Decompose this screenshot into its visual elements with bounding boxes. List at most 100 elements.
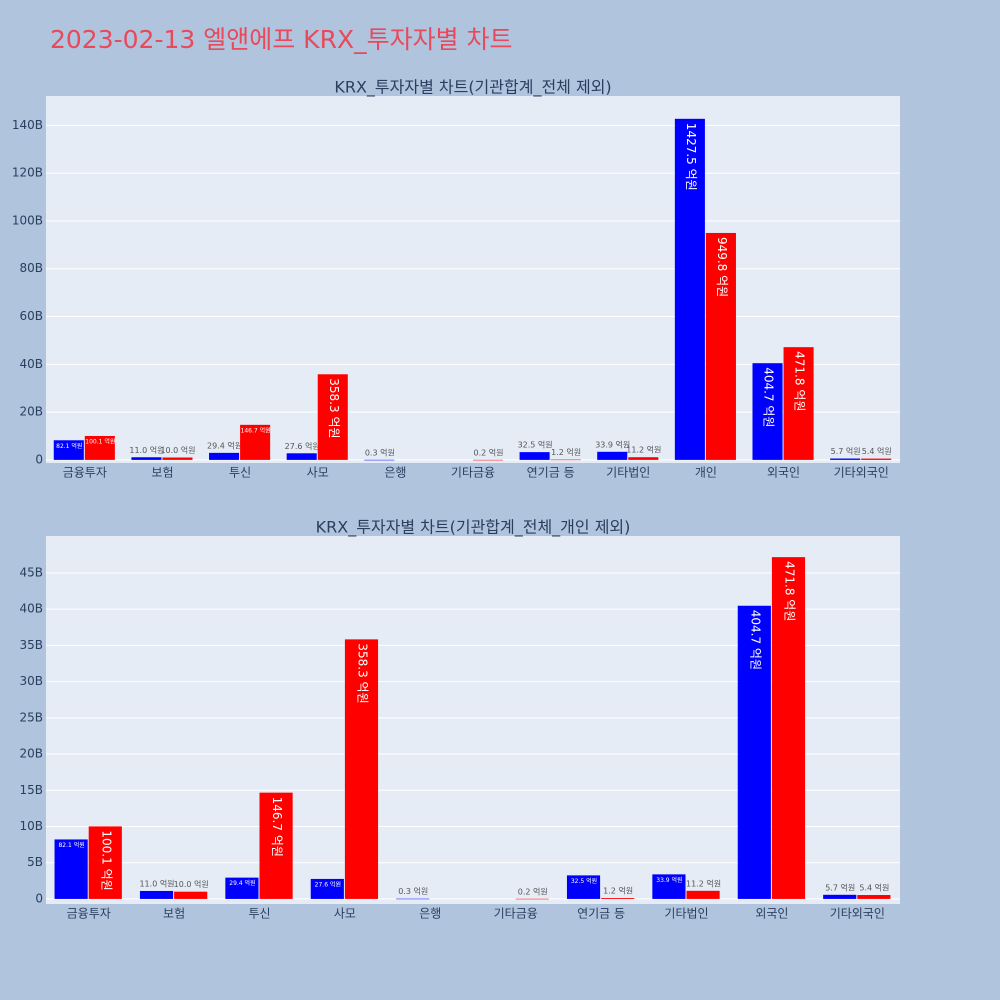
value-label: 11.0 억원 <box>129 445 164 455</box>
bar <box>286 453 317 460</box>
bar <box>162 457 193 460</box>
x-tick-label: 개인 <box>695 466 717 480</box>
value-label: 11.2 억원 <box>626 445 661 455</box>
value-label: 100.1 억원 <box>85 437 115 445</box>
value-label: 5.7 억원 <box>831 446 861 456</box>
value-label: 146.7 억원 <box>270 797 284 857</box>
y-tick-label: 0 <box>35 891 43 905</box>
y-tick-label: 45B <box>19 565 43 579</box>
value-label: 10.0 억원 <box>160 445 195 455</box>
value-label: 29.4 억원 <box>229 879 255 887</box>
value-label: 0.3 억원 <box>398 886 428 896</box>
bar <box>783 347 814 460</box>
bar <box>139 890 174 899</box>
x-tick-label: 기타금융 <box>494 907 538 921</box>
bar <box>515 898 549 900</box>
x-tick-label: 은행 <box>384 465 406 480</box>
bar <box>628 457 659 460</box>
bar <box>550 459 581 461</box>
value-label: 358.3 억원 <box>355 643 369 703</box>
bar <box>652 874 686 899</box>
y-tick-label: 30B <box>19 674 43 688</box>
x-tick-label: 외국인 <box>767 466 800 480</box>
x-tick-label: 기타외국인 <box>830 907 885 921</box>
bar <box>209 452 240 460</box>
y-tick-label: 40B <box>19 602 43 616</box>
bar <box>705 232 736 460</box>
bar <box>857 895 891 899</box>
bar <box>737 605 771 899</box>
bar <box>861 458 892 460</box>
value-label: 358.3 억원 <box>327 378 341 438</box>
y-tick-label: 100B <box>12 213 43 227</box>
y-tick-label: 80B <box>19 261 43 275</box>
value-label: 29.4 억원 <box>207 440 242 450</box>
value-label: 33.9 억원 <box>656 876 682 884</box>
value-label: 32.5 억원 <box>571 877 597 885</box>
bar <box>344 639 379 899</box>
value-label: 82.1 억원 <box>56 442 82 450</box>
x-tick-label: 투신 <box>229 466 251 480</box>
bar <box>601 898 635 899</box>
value-label: 146.7 억원 <box>241 426 271 434</box>
bar <box>310 878 344 899</box>
y-tick-label: 5B <box>27 855 43 869</box>
value-label: 471.8 억원 <box>793 351 807 411</box>
bar <box>752 363 783 460</box>
x-tick-label: 금융투자 <box>67 907 111 921</box>
value-label: 100.1 억원 <box>99 830 113 890</box>
x-tick-label: 연기금 등 <box>577 907 625 921</box>
bar <box>131 457 162 460</box>
value-label: 32.5 억원 <box>518 440 553 450</box>
value-label: 33.9 억원 <box>595 439 630 449</box>
y-tick-label: 20B <box>19 747 43 761</box>
x-tick-label: 기타법인 <box>664 907 708 921</box>
bar <box>240 424 271 460</box>
y-tick-label: 25B <box>19 710 43 724</box>
x-tick-label: 기타금융 <box>451 466 495 480</box>
value-label: 404.7 억원 <box>762 367 776 427</box>
x-tick-label: 사모 <box>307 466 329 480</box>
value-label: 0.2 억원 <box>518 886 548 896</box>
value-label: 5.4 억원 <box>859 883 889 893</box>
value-label: 1.2 억원 <box>603 886 633 896</box>
x-tick-label: 투신 <box>248 907 270 921</box>
x-tick-label: 보험 <box>163 907 185 921</box>
value-label: 11.2 억원 <box>686 878 721 888</box>
bar <box>364 459 395 461</box>
bar <box>473 459 504 461</box>
y-tick-label: 35B <box>19 638 43 652</box>
value-label: 0.3 억원 <box>365 447 395 457</box>
value-label: 404.7 억원 <box>748 610 762 670</box>
value-label: 11.0 억원 <box>139 878 174 888</box>
bar <box>53 440 84 460</box>
bar <box>396 898 430 900</box>
value-label: 82.1 억원 <box>58 841 84 849</box>
value-label: 0.2 억원 <box>474 447 504 457</box>
value-label: 471.8 억원 <box>782 561 796 621</box>
bar <box>317 374 348 460</box>
value-label: 27.6 억원 <box>315 880 341 888</box>
bar <box>225 877 259 899</box>
value-label: 27.6 억원 <box>285 441 320 451</box>
x-tick-label: 기타법인 <box>606 466 650 480</box>
y-tick-label: 10B <box>19 819 43 833</box>
y-tick-label: 140B <box>12 118 43 132</box>
bar <box>88 826 122 899</box>
x-tick-label: 보험 <box>151 466 173 480</box>
chart-title: KRX_투자자별 차트(기관합계_전체 제외) <box>334 78 611 98</box>
chart-title: KRX_투자자별 차트(기관합계_전체_개인 제외) <box>316 518 631 538</box>
bar <box>771 557 806 899</box>
bar <box>259 792 293 899</box>
bar <box>830 458 861 460</box>
bar <box>84 435 115 460</box>
page-title: 2023-02-13 엘앤에프 KRX_투자자별 차트 <box>50 25 513 54</box>
bar <box>823 894 857 899</box>
bar <box>54 839 88 899</box>
bar <box>686 890 720 899</box>
value-label: 949.8 억원 <box>715 237 729 297</box>
x-tick-label: 사모 <box>334 907 356 921</box>
x-tick-label: 기타외국인 <box>834 466 889 480</box>
y-tick-label: 120B <box>12 166 43 180</box>
